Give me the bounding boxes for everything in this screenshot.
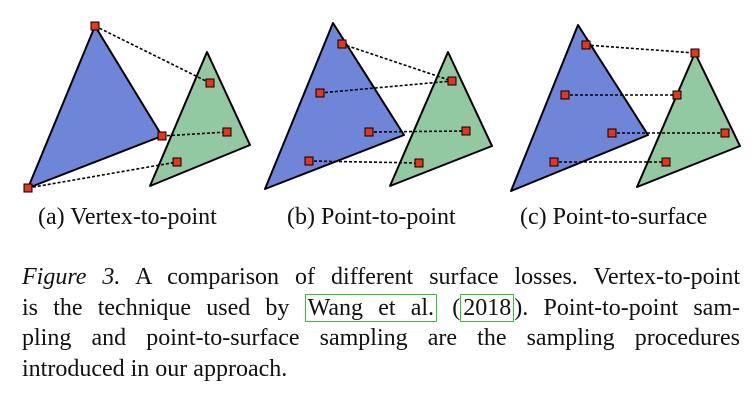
caption-text: ( xyxy=(437,294,461,321)
panel-b-points xyxy=(304,39,471,168)
panel-a-vertex-to-point xyxy=(23,21,251,193)
panel-c-label: (c) Point-to-surface xyxy=(520,204,708,230)
panel-b-sample-point xyxy=(304,156,314,166)
figure-caption: Figure 3. A comparison of different surf… xyxy=(22,262,740,384)
panel-a-vertex-point xyxy=(23,183,33,193)
panel-b-target-point xyxy=(461,126,471,136)
panel-c-surface-point xyxy=(720,128,730,138)
panel-c-sample-point xyxy=(607,128,617,138)
panel-a-target-point xyxy=(205,78,215,88)
panel-c-point-to-surface xyxy=(510,24,741,192)
citation-year-link[interactable]: 2018 xyxy=(460,293,515,322)
caption-text: ). xyxy=(514,294,529,321)
caption-line-4: introduced in our approach. xyxy=(22,355,288,382)
panel-c-sample-point xyxy=(581,40,591,50)
citation-author-link[interactable]: Wang et al. xyxy=(304,293,438,322)
surface-loss-figure xyxy=(23,21,741,193)
panel-b-green-triangle xyxy=(389,51,493,187)
panel-b-label: (b) Point-to-point xyxy=(287,204,456,230)
caption-text: is the technique used by xyxy=(22,294,305,321)
panel-c-surface-point xyxy=(672,90,682,100)
panel-a-target-point xyxy=(172,157,182,167)
panel-b-target-point xyxy=(414,158,424,168)
panel-c-sample-point xyxy=(549,157,559,167)
panel-c-green-triangle xyxy=(636,52,741,188)
panel-a-blue-triangle xyxy=(27,25,163,189)
panel-c-points xyxy=(549,40,730,167)
panel-c-correspondence-lines xyxy=(554,44,725,163)
panel-b-blue-triangle xyxy=(264,22,405,190)
caption-line-1: Figure 3. A comparison of different surf… xyxy=(22,262,740,293)
panel-a-green-triangle xyxy=(149,51,251,187)
panel-b-sample-point xyxy=(315,88,325,98)
panel-c-surface-point xyxy=(690,48,700,58)
panel-a-target-point xyxy=(222,127,232,137)
panel-a-vertex-point xyxy=(90,21,100,31)
panel-b-sample-point xyxy=(364,127,374,137)
caption-text: Point-to-point sam- xyxy=(528,294,740,321)
panel-a-correspondence-lines xyxy=(27,25,228,189)
panel-b-correspondence-lines xyxy=(308,43,467,164)
panel-c-blue-triangle xyxy=(510,24,649,192)
panel-c-sample-point xyxy=(560,90,570,100)
panel-b-target-point xyxy=(447,76,457,86)
panel-c-surface-point xyxy=(661,157,671,167)
figure-number: Figure 3. xyxy=(22,264,121,290)
caption-line-3: pling and point-to-surface sampling are … xyxy=(22,325,740,351)
caption-text: A comparison of different surface losses… xyxy=(120,264,740,290)
panel-b-sample-point xyxy=(337,39,347,49)
panel-a-label: (a) Vertex-to-point xyxy=(38,204,217,230)
panel-b-point-to-point xyxy=(264,22,493,190)
panel-a-vertex-point xyxy=(157,131,167,141)
caption-line-2: is the technique used by Wang et al. (20… xyxy=(22,293,740,324)
panel-a-points xyxy=(23,21,232,193)
